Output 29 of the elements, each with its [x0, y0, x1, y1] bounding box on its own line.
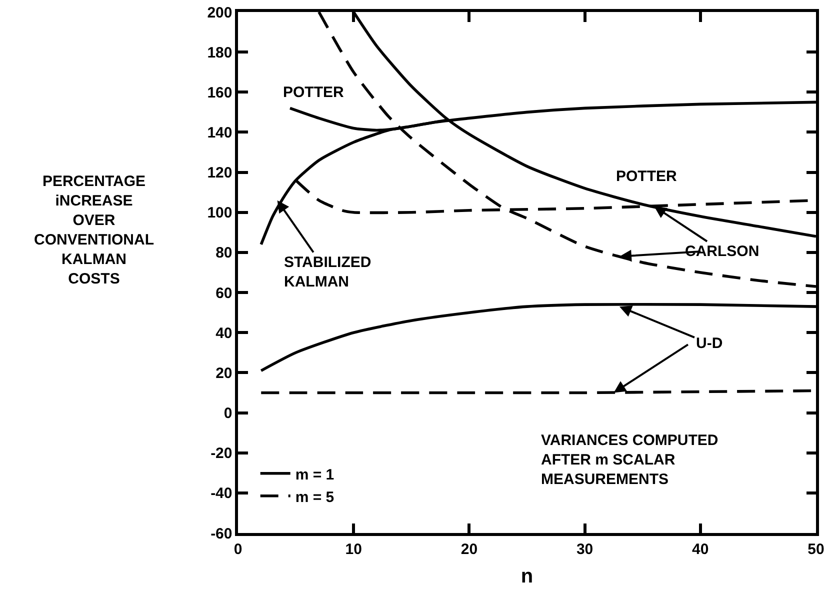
legend-label: m = 5 — [295, 488, 334, 506]
y-tick-label: 0 — [224, 405, 232, 422]
annotation: VARIANCES COMPUTED AFTER m SCALAR MEASUREMENTS — [541, 432, 718, 488]
annotation: POTTER — [283, 84, 344, 101]
x-tick-label: 20 — [460, 540, 478, 558]
x-axis-title: n — [520, 565, 534, 588]
legend-label: m = 1 — [295, 466, 334, 484]
y-tick-label: 100 — [207, 204, 232, 222]
x-tick-label: 50 — [808, 540, 824, 558]
y-tick-label: 160 — [207, 84, 232, 102]
y-tick-label: 120 — [207, 164, 232, 182]
annotation: U-D — [696, 335, 723, 352]
y-tick-label: 40 — [216, 324, 232, 342]
y-tick-label: -40 — [210, 485, 232, 502]
x-tick-label: 40 — [692, 540, 709, 558]
y-tick-label: 200 — [207, 4, 232, 22]
y-tick-label: -20 — [210, 445, 232, 462]
annotation: CARLSON — [685, 243, 760, 260]
annotation: STABILIZED KALMAN — [284, 254, 372, 290]
y-tick-label: 140 — [207, 124, 232, 142]
x-tick-label: 30 — [576, 540, 594, 558]
y-tick-label: 20 — [216, 364, 232, 382]
y-tick-label: 60 — [216, 284, 232, 302]
y-axis-title: PERCENTAGE iNCREASE OVER CONVENTIONAL KALMAN COSTS — [34, 173, 154, 288]
y-tick-label: 180 — [207, 44, 232, 62]
y-tick-label: -60 — [210, 525, 232, 542]
y-tick-label: 80 — [216, 244, 232, 262]
annotation: POTTER — [616, 168, 677, 185]
x-tick-label: 10 — [345, 540, 362, 558]
